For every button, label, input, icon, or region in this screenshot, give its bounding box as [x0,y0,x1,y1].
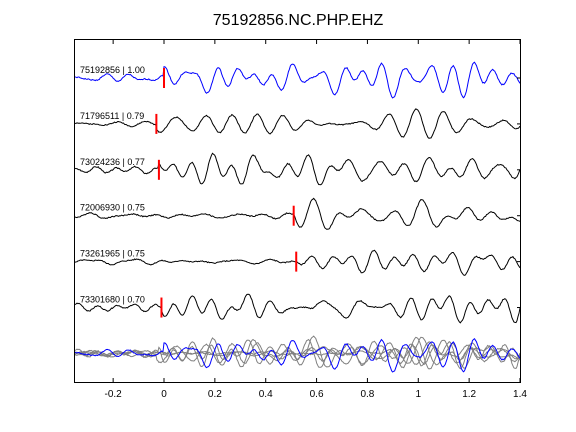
x-tick-label: 0.2 [208,389,222,400]
x-tick-label: 1 [416,389,422,400]
x-tick-label: -0.2 [105,389,123,400]
trace-label-1: 75192856 | 1.00 [80,65,145,75]
x-tick-label: 0 [161,389,167,400]
pick-markers [155,68,298,318]
trace-label-4: 72006930 | 0.75 [80,203,145,213]
trace-line-5 [74,249,521,276]
trace-label-2: 71796511 | 0.79 [80,111,144,121]
stack-line-5 [74,336,521,370]
stack-line-6 [74,337,521,373]
traces-group [74,61,521,324]
trace-line-2 [75,108,521,139]
stacked-waveforms [74,335,521,373]
x-tick-label: 0.6 [310,389,324,400]
x-tick-label: 1.2 [462,389,476,400]
trace-label-3: 73024236 | 0.77 [80,157,145,167]
trace-line-4 [74,197,521,230]
chart-title: 75192856.NC.PHP.EHZ [213,12,384,29]
trace-line-1 [74,61,521,99]
stack-line-3 [74,335,521,368]
x-axis-ticks: -0.2 0 0.2 0.4 0.6 0.8 1 1.2 1.4 [105,40,527,400]
x-tick-label: 0.8 [360,389,374,400]
trace-line-3 [74,152,521,186]
x-tick-label: 1.4 [513,389,527,400]
trace-label-6: 73301680 | 0.70 [80,295,145,305]
trace-label-5: 73261965 | 0.75 [80,249,145,259]
x-tick-label: 0.4 [259,389,273,400]
trace-labels: 75192856 | 1.00 71796511 | 0.79 73024236 |… [80,65,145,305]
plot-area [74,39,521,383]
trace-line-6 [74,293,521,324]
